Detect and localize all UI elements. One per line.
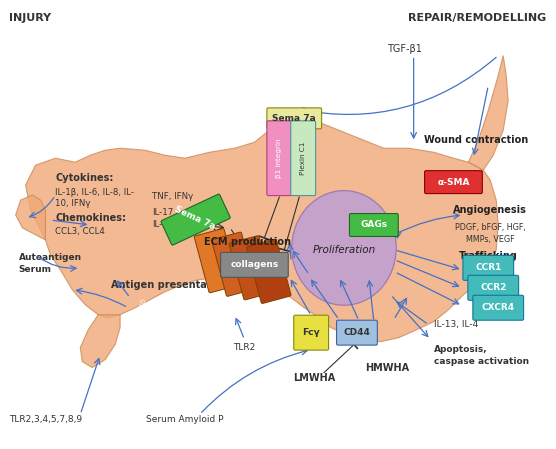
FancyBboxPatch shape	[212, 232, 256, 296]
FancyBboxPatch shape	[221, 252, 288, 277]
FancyBboxPatch shape	[294, 315, 329, 350]
Polygon shape	[468, 56, 508, 170]
FancyBboxPatch shape	[425, 171, 482, 194]
Text: IL-1β, IL-6, IL-8, IL-: IL-1β, IL-6, IL-8, IL-	[56, 188, 135, 197]
Ellipse shape	[292, 191, 396, 305]
FancyBboxPatch shape	[161, 194, 230, 245]
Text: GAGs: GAGs	[360, 220, 388, 229]
Text: CD44: CD44	[344, 328, 370, 337]
Text: LMWHA: LMWHA	[293, 373, 335, 383]
Text: HMWHA: HMWHA	[365, 362, 409, 373]
Text: MMPs, VEGF: MMPs, VEGF	[466, 235, 515, 244]
Polygon shape	[26, 112, 498, 342]
Text: α-SMA: α-SMA	[437, 178, 470, 187]
Text: Wound contraction: Wound contraction	[424, 135, 528, 145]
FancyBboxPatch shape	[468, 275, 519, 300]
Text: REPAIR/REMODELLING: REPAIR/REMODELLING	[408, 13, 546, 22]
FancyBboxPatch shape	[229, 236, 274, 300]
Text: TLR2,3,4,5,7,8,9: TLR2,3,4,5,7,8,9	[9, 415, 82, 424]
Text: caspase activation: caspase activation	[434, 357, 529, 366]
Text: Sema 7a: Sema 7a	[272, 114, 316, 123]
Text: Trafficking: Trafficking	[459, 251, 518, 261]
Text: TGF-β1: TGF-β1	[387, 44, 421, 53]
Text: β1 integrin: β1 integrin	[276, 138, 282, 178]
Text: TLR2: TLR2	[234, 343, 256, 352]
Text: Chemokines:: Chemokines:	[56, 213, 126, 223]
Text: Serum: Serum	[18, 265, 52, 274]
FancyBboxPatch shape	[194, 229, 239, 293]
Text: MCHII: MCHII	[184, 321, 195, 342]
Text: CXCR4: CXCR4	[481, 303, 515, 312]
FancyBboxPatch shape	[473, 295, 524, 320]
Polygon shape	[80, 315, 120, 368]
Text: PDGF, bFGF, HGF,: PDGF, bFGF, HGF,	[455, 224, 525, 233]
Text: MHCI: MHCI	[168, 314, 179, 333]
Text: CCR1: CCR1	[475, 264, 502, 273]
Text: TNF, IFNγ: TNF, IFNγ	[152, 192, 193, 201]
FancyBboxPatch shape	[247, 239, 291, 304]
FancyBboxPatch shape	[336, 320, 378, 345]
Text: Sema 7a: Sema 7a	[173, 205, 216, 231]
Text: collagens: collagens	[230, 260, 279, 269]
Text: Serum Amyloid P: Serum Amyloid P	[146, 415, 224, 424]
Text: INJURY: INJURY	[9, 13, 51, 22]
FancyBboxPatch shape	[291, 121, 316, 196]
FancyBboxPatch shape	[350, 214, 398, 237]
Text: CD80: CD80	[137, 298, 147, 318]
Text: 10, IFNγ: 10, IFNγ	[56, 198, 91, 207]
Text: IL-13, IL-4: IL-13, IL-4	[434, 320, 478, 329]
Text: Autoantigen: Autoantigen	[18, 253, 82, 262]
Text: CD86: CD86	[152, 306, 163, 326]
Text: Angiogenesis: Angiogenesis	[453, 205, 527, 215]
FancyBboxPatch shape	[463, 255, 514, 280]
FancyBboxPatch shape	[267, 121, 292, 196]
Text: Plexin C1: Plexin C1	[300, 141, 306, 175]
FancyBboxPatch shape	[267, 108, 321, 129]
Text: IL-Iβ: IL-Iβ	[152, 220, 170, 229]
Polygon shape	[16, 195, 46, 240]
Text: Fcγ: Fcγ	[302, 328, 320, 337]
Text: Proliferation: Proliferation	[312, 245, 376, 255]
Text: IL-17: IL-17	[152, 207, 173, 216]
Text: Apoptosis,: Apoptosis,	[434, 345, 487, 354]
Text: Cytokines:: Cytokines:	[56, 173, 114, 183]
Text: CCR2: CCR2	[480, 283, 507, 292]
Text: CCL3, CCL4: CCL3, CCL4	[56, 228, 105, 237]
Text: ECM production: ECM production	[204, 237, 291, 247]
Text: Antigen presentation: Antigen presentation	[111, 280, 229, 290]
